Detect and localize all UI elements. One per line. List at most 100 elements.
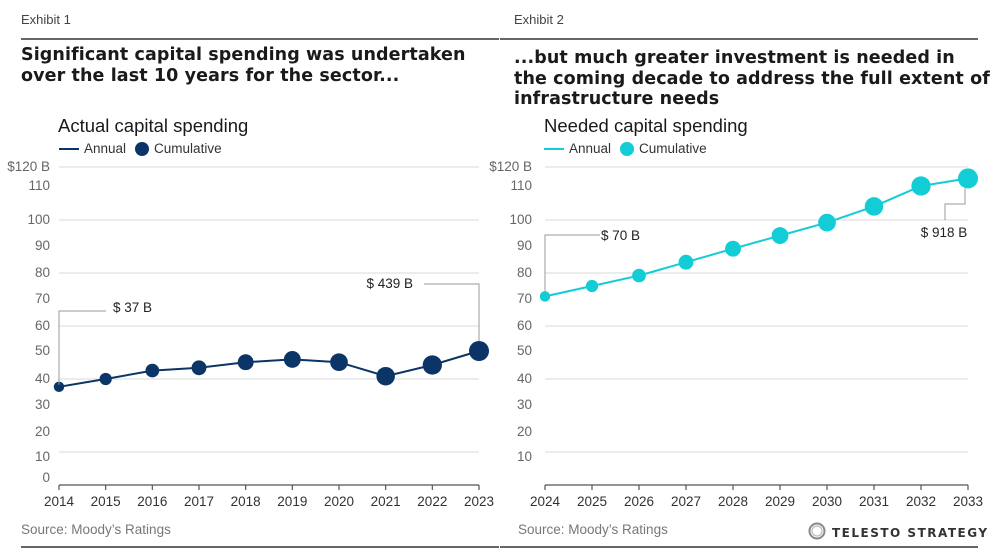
x-tick-label: 2015 — [91, 494, 121, 509]
headline-line: Significant capital spending was underta… — [21, 45, 466, 65]
cumulative-marker — [539, 291, 551, 302]
legend-annual-label: Annual — [84, 141, 127, 156]
y-tick-label: 30 — [35, 397, 50, 412]
cumulative-marker — [678, 254, 694, 270]
x-tick-label: 2024 — [530, 494, 561, 509]
cumulative-marker — [237, 354, 254, 371]
telesto-logo: TELESTO STRATEGY — [808, 522, 989, 543]
exhibit-2-source: Source: Moody’s Ratings — [518, 522, 668, 537]
cumulative-marker — [191, 360, 207, 376]
exhibit-1-label: Exhibit 1 — [21, 12, 71, 27]
x-tick-label: 2027 — [671, 494, 701, 509]
y-tick-label: 50 — [517, 343, 532, 358]
cumulative-marker — [585, 279, 599, 293]
total-annotation: $ 439 B — [366, 276, 413, 291]
y-tick-label: 110 — [510, 178, 532, 193]
exhibit-2-subtitle: Needed capital spending — [544, 115, 748, 136]
x-tick-label: 2019 — [277, 494, 307, 509]
exhibit-2-top-rule — [500, 38, 978, 40]
y-tick-label: 90 — [517, 238, 532, 253]
x-tick-label: 2023 — [464, 494, 494, 509]
exhibit-1-legend: Annual Cumulative — [59, 141, 222, 156]
cumulative-marker — [864, 197, 884, 216]
exhibit-2-bottom-rule — [500, 546, 978, 548]
headline-line: over the last 10 years for the sector... — [21, 65, 400, 86]
y-tick-label: 70 — [35, 291, 50, 306]
y-tick-label: 100 — [27, 212, 50, 227]
start-annotation: $ 70 B — [601, 228, 640, 243]
y-tick-label: 90 — [35, 238, 50, 253]
x-tick-label: 2021 — [371, 494, 401, 509]
cumulative-marker — [376, 366, 395, 386]
exhibit-2-legend: Annual Cumulative — [544, 141, 707, 156]
cumulative-marker — [145, 363, 160, 378]
x-tick-label: 2029 — [765, 494, 795, 509]
annual-line — [58, 350, 480, 388]
y-tick-label: 80 — [35, 265, 50, 280]
x-tick-label: 2018 — [231, 494, 261, 509]
y-tick-label: 60 — [35, 318, 50, 333]
x-tick-label: 2026 — [624, 494, 654, 509]
annotation-leader — [58, 310, 106, 385]
x-tick-label: 2033 — [953, 494, 983, 509]
cumulative-marker — [283, 350, 301, 368]
exhibit-1-bottom-rule — [21, 546, 499, 548]
exhibit-1-subtitle: Actual capital spending — [58, 115, 249, 136]
exhibit-1-top-rule — [21, 38, 499, 40]
y-tick-label: 40 — [517, 371, 532, 386]
cumulative-marker — [725, 240, 741, 257]
cumulative-marker — [53, 381, 65, 393]
legend-cumulative-label: Cumulative — [639, 141, 707, 156]
y-tick-label: 100 — [509, 212, 532, 227]
exhibit-2-label: Exhibit 2 — [514, 12, 564, 27]
cumulative-marker — [911, 176, 931, 196]
y-tick-label: 20 — [517, 424, 532, 439]
x-tick-label: 2025 — [577, 494, 607, 509]
legend-line-swatch — [59, 147, 79, 150]
logo-text: TELESTO STRATEGY — [832, 525, 989, 540]
x-tick-label: 2028 — [718, 494, 748, 509]
x-tick-label: 2031 — [859, 494, 889, 509]
headline-line: infrastructure needs — [514, 89, 720, 109]
cumulative-marker — [632, 268, 646, 283]
cumulative-marker — [99, 372, 112, 386]
telesto-ring-icon — [808, 522, 826, 543]
y-tick-label: 10 — [517, 449, 532, 464]
exhibit-2-headline: ...but much greater investment is needed… — [514, 48, 990, 110]
y-tick-label: $120 B — [489, 159, 532, 174]
y-tick-label: 10 — [35, 449, 50, 464]
y-tick-label: 60 — [517, 318, 532, 333]
y-tick-label: 70 — [517, 291, 532, 306]
annotation-leader — [424, 283, 480, 341]
y-tick-label: 110 — [28, 178, 50, 193]
y-tick-label: $120 B — [7, 159, 50, 174]
y-tick-label: 20 — [35, 424, 50, 439]
x-tick-label: 2022 — [417, 494, 447, 509]
y-tick-label: 80 — [517, 265, 532, 280]
x-tick-label: 2014 — [44, 494, 75, 509]
cumulative-marker — [422, 355, 442, 375]
legend-annual-label: Annual — [569, 141, 612, 156]
y-tick-label: 30 — [517, 397, 532, 412]
exhibit-1-source: Source: Moody’s Ratings — [21, 522, 171, 537]
needed-spending-chart: $120 B 110 100 90 80 70 60 50 40 30 20 10 2024 2025 20… — [489, 159, 983, 509]
legend-dot-swatch — [620, 141, 635, 156]
x-tick-label: 2016 — [137, 494, 167, 509]
legend-dot-swatch — [135, 141, 150, 156]
y-tick-label: 0 — [42, 470, 50, 485]
total-annotation: $ 918 B — [921, 225, 968, 240]
annual-line — [544, 177, 969, 298]
annotation-leader — [944, 188, 966, 220]
start-annotation: $ 37 B — [113, 300, 152, 315]
x-tick-label: 2017 — [184, 494, 214, 509]
x-tick-label: 2020 — [324, 494, 354, 509]
legend-cumulative-label: Cumulative — [154, 141, 222, 156]
y-tick-label: 40 — [35, 371, 50, 386]
cumulative-marker — [818, 213, 836, 232]
y-tick-label: 50 — [35, 343, 50, 358]
headline-line: the coming decade to address the full ex… — [514, 68, 990, 89]
x-tick-label: 2030 — [812, 494, 842, 509]
cumulative-marker — [958, 168, 978, 189]
legend-line-swatch — [544, 147, 564, 150]
